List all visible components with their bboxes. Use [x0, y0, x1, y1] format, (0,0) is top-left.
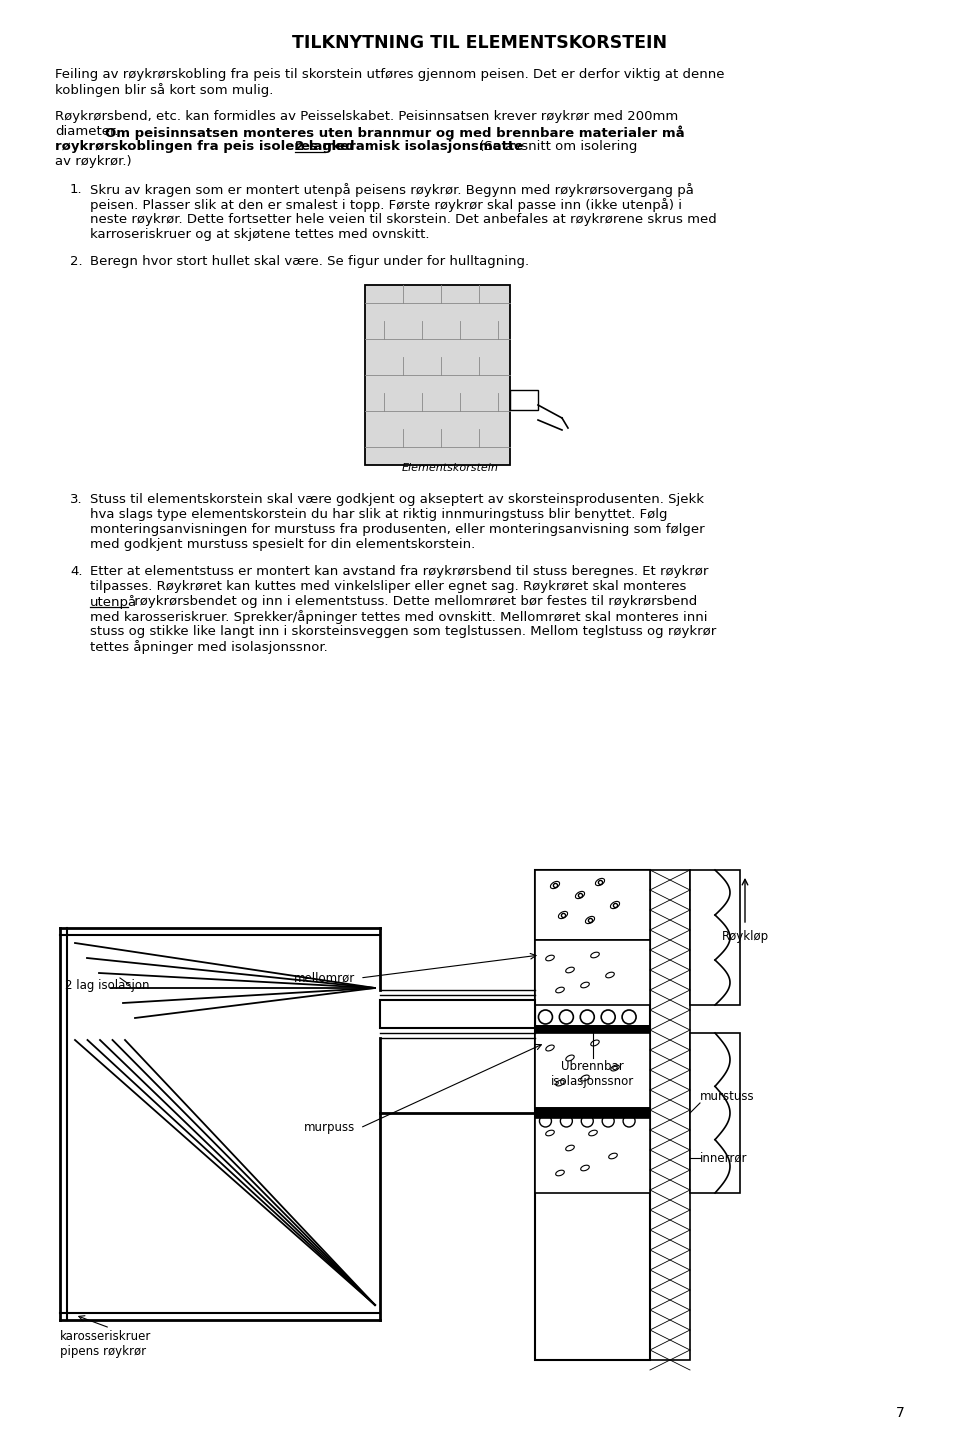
Text: neste røykrør. Dette fortsetter hele veien til skorstein. Det anbefales at røykr: neste røykrør. Dette fortsetter hele vei… — [90, 214, 717, 227]
Bar — [690, 869, 740, 1005]
Text: mellomrør: mellomrør — [294, 972, 355, 985]
Text: (Se avsnitt om isolering: (Se avsnitt om isolering — [475, 140, 637, 153]
Text: 1.: 1. — [70, 183, 83, 196]
Text: med karosseriskruer. Sprekker/åpninger tettes med ovnskitt. Mellomrøret skal mon: med karosseriskruer. Sprekker/åpninger t… — [90, 609, 708, 624]
Text: 4.: 4. — [70, 565, 83, 578]
Text: av røykrør.): av røykrør.) — [55, 155, 132, 168]
Text: Stuss til elementskorstein skal være godkjent og akseptert av skorsteinsprodusen: Stuss til elementskorstein skal være god… — [90, 492, 704, 505]
Text: peisen. Plasser slik at den er smalest i topp. Første røykrør skal passe inn (ik: peisen. Plasser slik at den er smalest i… — [90, 198, 682, 212]
Text: Beregn hvor stort hullet skal være. Se figur under for hulltagning.: Beregn hvor stort hullet skal være. Se f… — [90, 256, 529, 269]
Bar — [535, 1025, 650, 1032]
Text: karroseriskruer og at skjøtene tettes med ovnskitt.: karroseriskruer og at skjøtene tettes me… — [90, 228, 429, 241]
Text: Ubrennbar
isolasjonssnor: Ubrennbar isolasjonssnor — [551, 1060, 635, 1087]
Bar — [535, 1108, 650, 1118]
Bar — [535, 869, 650, 1360]
Text: koblingen blir så kort som mulig.: koblingen blir så kort som mulig. — [55, 82, 274, 97]
Text: 7: 7 — [897, 1406, 905, 1419]
Text: utenpå: utenpå — [90, 595, 137, 609]
Bar — [535, 869, 650, 940]
Bar — [535, 940, 650, 1005]
Bar — [535, 1108, 650, 1118]
Text: 3.: 3. — [70, 492, 83, 505]
Bar — [380, 1001, 535, 1028]
Text: keramisk isolasjonsmatte: keramisk isolasjonsmatte — [327, 140, 523, 153]
Text: tettes åpninger med isolasjonssnor.: tettes åpninger med isolasjonssnor. — [90, 640, 327, 654]
Text: røykrørsbendet og inn i elementstuss. Dette mellomrøret bør festes til røykrørsb: røykrørsbendet og inn i elementstuss. De… — [130, 595, 697, 608]
Text: stuss og stikke like langt inn i skorsteinsveggen som teglstussen. Mellom teglst: stuss og stikke like langt inn i skorste… — [90, 625, 716, 638]
Bar — [650, 869, 690, 1360]
Text: Skru av kragen som er montert utenpå peisens røykrør. Begynn med røykrørsovergan: Skru av kragen som er montert utenpå pei… — [90, 183, 694, 196]
Text: Elementskorstein: Elementskorstein — [401, 464, 498, 474]
Text: Røykrørsbend, etc. kan formidles av Peisselskabet. Peisinnsatsen krever røykrør : Røykrørsbend, etc. kan formidles av Peis… — [55, 110, 679, 123]
Text: 2 lag isolasjon: 2 lag isolasjon — [65, 979, 150, 992]
Bar — [510, 390, 538, 410]
Text: Røykløp: Røykløp — [721, 930, 769, 943]
Text: monteringsanvisningen for murstuss fra produsenten, eller monteringsanvisning so: monteringsanvisningen for murstuss fra p… — [90, 523, 705, 536]
Text: Etter at elementstuss er montert kan avstand fra røykrørsbend til stuss beregnes: Etter at elementstuss er montert kan avs… — [90, 565, 708, 578]
Bar — [535, 1118, 650, 1193]
Text: Om peisinnsatsen monteres uten brannmur og med brennbare materialer må: Om peisinnsatsen monteres uten brannmur … — [105, 126, 684, 140]
Text: 2 lag: 2 lag — [295, 140, 332, 153]
Text: med godkjent murstuss spesielt for din elementskorstein.: med godkjent murstuss spesielt for din e… — [90, 539, 475, 552]
Text: tilpasses. Røykrøret kan kuttes med vinkelsliper eller egnet sag. Røykrøret skal: tilpasses. Røykrøret kan kuttes med vink… — [90, 580, 686, 593]
Text: murpuss: murpuss — [303, 1122, 355, 1135]
Text: 2.: 2. — [70, 256, 83, 269]
Bar — [690, 1032, 740, 1193]
Text: diameter.: diameter. — [55, 126, 118, 139]
Bar — [365, 284, 510, 465]
Bar — [535, 1032, 650, 1108]
Text: murstuss: murstuss — [700, 1090, 755, 1103]
Text: innerrør: innerrør — [700, 1151, 748, 1164]
Text: karosseriskruer
pipens røykrør: karosseriskruer pipens røykrør — [60, 1330, 152, 1357]
Text: Feiling av røykrørskobling fra peis til skorstein utføres gjennom peisen. Det er: Feiling av røykrørskobling fra peis til … — [55, 68, 725, 81]
Text: TILKNYTNING TIL ELEMENTSKORSTEIN: TILKNYTNING TIL ELEMENTSKORSTEIN — [293, 35, 667, 52]
Text: røykrørskoblingen fra peis isoleres med: røykrørskoblingen fra peis isoleres med — [55, 140, 359, 153]
Text: hva slags type elementskorstein du har slik at riktig innmuringstuss blir benytt: hva slags type elementskorstein du har s… — [90, 508, 667, 521]
